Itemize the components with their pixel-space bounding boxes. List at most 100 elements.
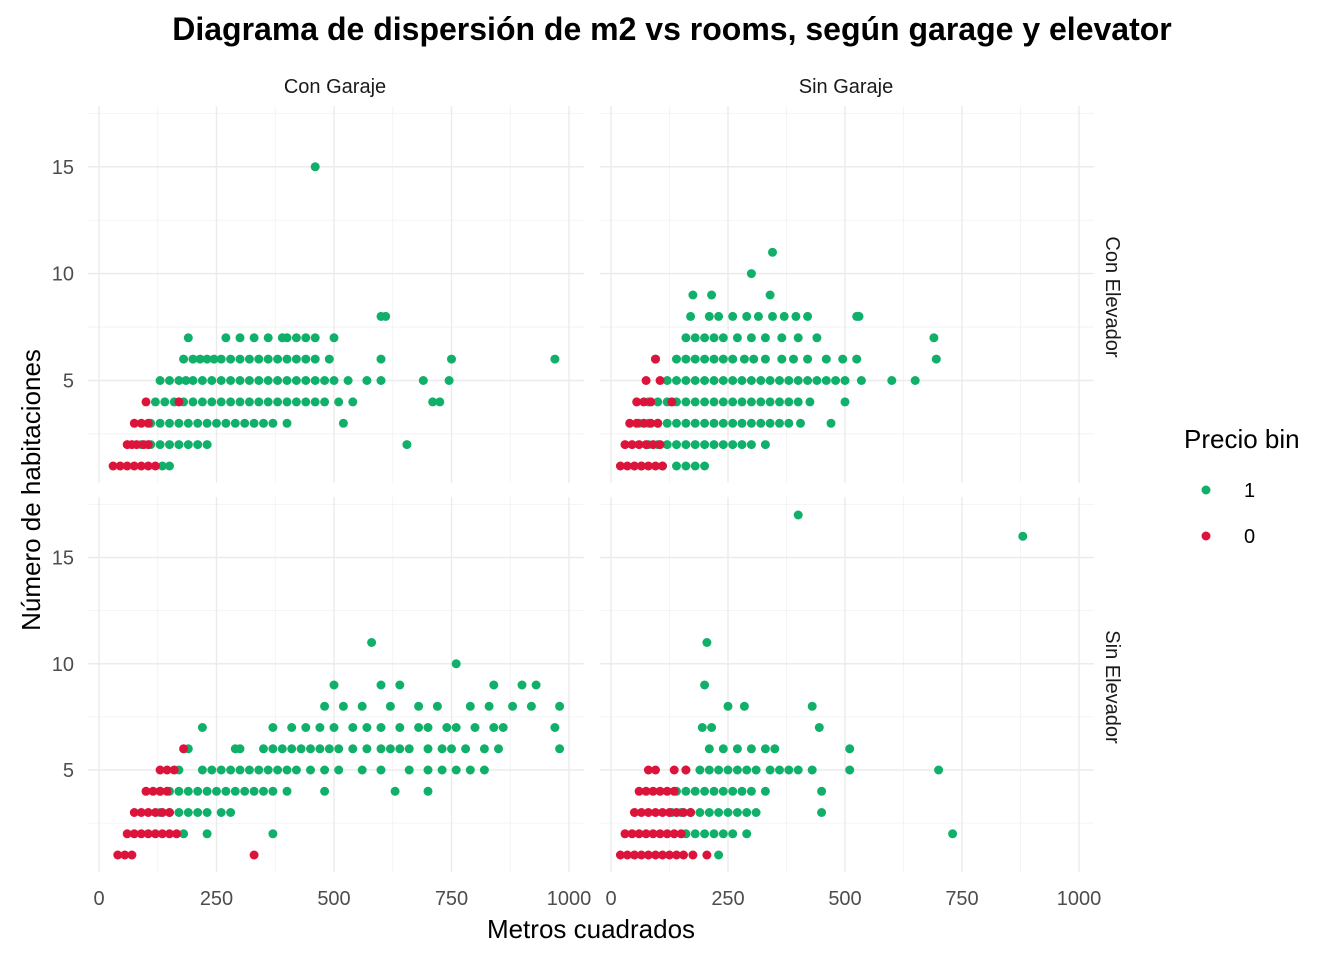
data-point-precio-1: [376, 376, 386, 385]
data-point-precio-0: [643, 765, 653, 775]
data-point-precio-0: [165, 808, 174, 817]
data-point-precio-0: [646, 397, 656, 407]
data-point-precio-0: [658, 850, 667, 860]
strip-col-con-garaje: Con Garaje: [284, 76, 386, 98]
data-point-precio-1: [273, 354, 283, 364]
data-point-precio-0: [136, 461, 146, 471]
data-point-precio-1: [338, 418, 348, 428]
data-point-precio-1: [348, 723, 358, 732]
data-point-precio-1: [444, 376, 454, 385]
data-point-precio-0: [620, 829, 630, 839]
data-point-precio-1: [709, 418, 719, 428]
data-point-precio-1: [221, 333, 231, 343]
data-point-precio-1: [437, 744, 447, 754]
data-point-precio-1: [195, 354, 205, 364]
data-point-precio-1: [197, 376, 207, 385]
data-point-precio-1: [728, 311, 738, 321]
data-point-precio-1: [226, 397, 236, 407]
data-point-precio-1: [174, 440, 184, 450]
data-point-precio-1: [193, 440, 203, 450]
data-point-precio-0: [143, 418, 153, 428]
data-point-precio-1: [775, 397, 784, 407]
data-point-precio-1: [681, 786, 691, 796]
data-point-precio-0: [639, 397, 649, 407]
data-point-precio-1: [723, 808, 733, 817]
data-point-precio-1: [301, 354, 311, 364]
data-point-precio-1: [212, 786, 221, 796]
data-point-precio-1: [732, 744, 742, 754]
data-point-precio-1: [174, 418, 184, 428]
data-point-precio-0: [629, 850, 639, 860]
data-point-precio-1: [395, 723, 405, 732]
data-point-precio-0: [629, 461, 639, 471]
data-point-precio-0: [155, 786, 165, 796]
data-point-precio-1: [183, 786, 193, 796]
data-point-precio-0: [655, 829, 665, 839]
data-point-precio-0: [136, 829, 146, 839]
data-point-precio-0: [143, 461, 153, 471]
data-point-precio-1: [718, 744, 728, 754]
data-point-precio-1: [728, 354, 738, 364]
x-tick-label: 1000: [1057, 888, 1102, 910]
data-point-precio-1: [765, 418, 775, 428]
y-tick-label: 5: [63, 760, 74, 782]
data-point-precio-1: [155, 440, 165, 450]
data-point-precio-1: [709, 440, 719, 450]
data-point-precio-1: [202, 786, 212, 796]
data-point-precio-1: [709, 376, 719, 385]
y-tick-label: 5: [63, 371, 74, 393]
data-point-precio-0: [643, 461, 653, 471]
data-point-precio-0: [662, 786, 672, 796]
data-point-precio-1: [235, 744, 245, 754]
data-point-precio-1: [385, 744, 395, 754]
data-point-precio-0: [665, 808, 674, 817]
data-point-precio-1: [216, 808, 226, 817]
data-point-precio-0: [667, 397, 677, 407]
data-point-precio-1: [812, 333, 822, 343]
data-point-precio-1: [704, 311, 714, 321]
data-point-precio-1: [216, 397, 226, 407]
data-point-precio-1: [442, 723, 452, 732]
data-point-precio-0: [174, 397, 184, 407]
data-point-precio-1: [737, 418, 747, 428]
data-point-precio-1: [840, 397, 850, 407]
data-point-precio-1: [784, 376, 794, 385]
data-point-precio-1: [704, 744, 714, 754]
data-point-precio-0: [688, 850, 698, 860]
data-point-precio-1: [376, 680, 386, 690]
data-point-precio-1: [254, 765, 264, 775]
data-point-precio-0: [681, 765, 691, 775]
data-point-precio-1: [263, 354, 273, 364]
data-point-precio-0: [648, 786, 658, 796]
data-point-precio-1: [700, 829, 710, 839]
data-point-precio-1: [291, 333, 301, 343]
data-point-precio-1: [807, 701, 817, 711]
chart-title: Diagrama de dispersión de m2 vs rooms, s…: [172, 11, 1171, 47]
data-point-precio-1: [301, 376, 311, 385]
data-point-precio-1: [718, 440, 728, 450]
data-point-precio-0: [615, 461, 625, 471]
data-point-precio-1: [193, 786, 203, 796]
data-point-precio-1: [690, 418, 700, 428]
data-point-precio-0: [615, 850, 625, 860]
data-point-precio-1: [681, 397, 691, 407]
data-point-precio-1: [414, 701, 424, 711]
data-point-precio-1: [718, 786, 728, 796]
data-point-precio-1: [216, 354, 226, 364]
data-point-precio-0: [676, 829, 686, 839]
data-point-precio-1: [760, 440, 770, 450]
data-point-precio-1: [273, 376, 283, 385]
data-point-precio-1: [728, 786, 738, 796]
data-point-precio-1: [931, 354, 941, 364]
data-point-precio-1: [690, 786, 700, 796]
data-point-precio-1: [418, 376, 428, 385]
data-point-precio-1: [768, 311, 777, 321]
data-point-precio-0: [148, 786, 158, 796]
data-point-precio-1: [461, 744, 471, 754]
data-point-precio-1: [746, 786, 756, 796]
strip-row-sin-elevador: Sin Elevador: [1101, 630, 1123, 744]
data-point-precio-1: [681, 333, 691, 343]
data-point-precio-0: [150, 808, 160, 817]
data-point-precio-1: [756, 418, 766, 428]
data-point-precio-0: [669, 765, 679, 775]
